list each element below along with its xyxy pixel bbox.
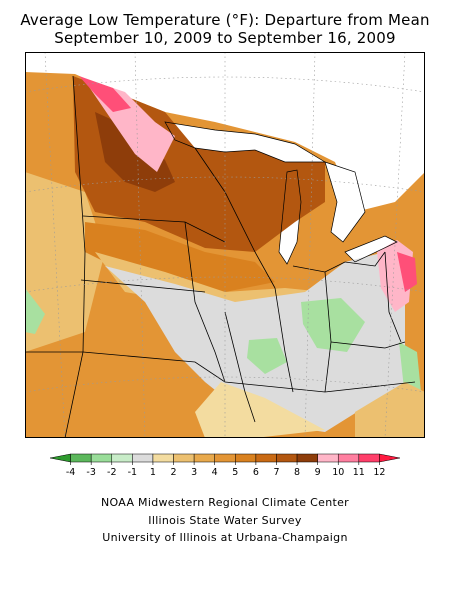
- legend-swatch: [358, 453, 380, 463]
- credit-line-1: NOAA Midwestern Regional Climate Center: [101, 496, 349, 509]
- legend-swatch: [173, 453, 195, 463]
- legend-label: 8: [294, 467, 300, 478]
- temperature-departure-map: [25, 52, 425, 438]
- lake-superior: [165, 122, 325, 162]
- legend-swatch: [276, 453, 298, 463]
- southeast-lightorange: [355, 382, 425, 438]
- legend-swatch: [49, 453, 71, 463]
- indiana-green: [247, 338, 287, 374]
- legend-label: 4: [212, 467, 218, 478]
- color-legend: -4 -3 -2 -1 1 2 3 4 5 6 7 8 9 10 11 12: [49, 453, 401, 478]
- northwest-hotpink: [79, 76, 131, 112]
- legend-label: 7: [273, 467, 279, 478]
- lake-erie: [345, 236, 397, 262]
- legend-label: -1: [128, 467, 137, 478]
- legend-swatch: [193, 453, 215, 463]
- lake-outlines: [164, 121, 398, 265]
- legend-swatch: [132, 453, 154, 463]
- legend-swatch: [214, 453, 236, 463]
- legend-swatch: [379, 453, 401, 463]
- legend-label: 2: [171, 467, 177, 478]
- legend-label: 5: [232, 467, 238, 478]
- legend-swatch: [317, 453, 339, 463]
- southwest-green-strip: [25, 288, 45, 334]
- legend-label: 10: [332, 467, 344, 478]
- legend-swatch: [296, 453, 318, 463]
- legend-label: 3: [191, 467, 197, 478]
- credit-line-2: Illinois State Water Survey: [148, 514, 302, 527]
- graticule: [25, 52, 425, 438]
- west-lightorange: [25, 172, 105, 352]
- legend-swatch: [152, 453, 174, 463]
- central-darkorange: [85, 222, 275, 292]
- legend-swatch: [90, 453, 113, 463]
- legend-swatch: [70, 453, 92, 463]
- legend-label: 9: [315, 467, 321, 478]
- map-title-line-1: Average Low Temperature (°F): Departure …: [20, 11, 430, 29]
- map-title-line-2: September 10, 2009 to September 16, 2009: [54, 29, 396, 47]
- credit-line-3: University of Illinois at Urbana-Champai…: [102, 531, 348, 544]
- east-hotpink: [397, 252, 417, 292]
- legend-label: -2: [107, 467, 116, 478]
- legend-labels: -4 -3 -2 -1 1 2 3 4 5 6 7 8 9 10 11 12: [66, 462, 385, 478]
- map-frame: [25, 52, 425, 438]
- legend-swatch: [255, 453, 277, 463]
- ohio-green: [301, 298, 365, 352]
- lake-huron-erie: [325, 162, 365, 242]
- legend-swatch: [235, 453, 257, 463]
- legend-label: -3: [86, 467, 95, 478]
- legend-label: 11: [353, 467, 365, 478]
- legend-label: 6: [253, 467, 259, 478]
- legend-label: 1: [150, 467, 156, 478]
- southeast-tan: [195, 382, 325, 438]
- legend-swatch: [111, 453, 133, 463]
- legend-swatch: [337, 453, 360, 463]
- legend-label: 12: [373, 467, 385, 478]
- legend-swatches: [49, 453, 401, 463]
- legend-label: -4: [66, 467, 75, 478]
